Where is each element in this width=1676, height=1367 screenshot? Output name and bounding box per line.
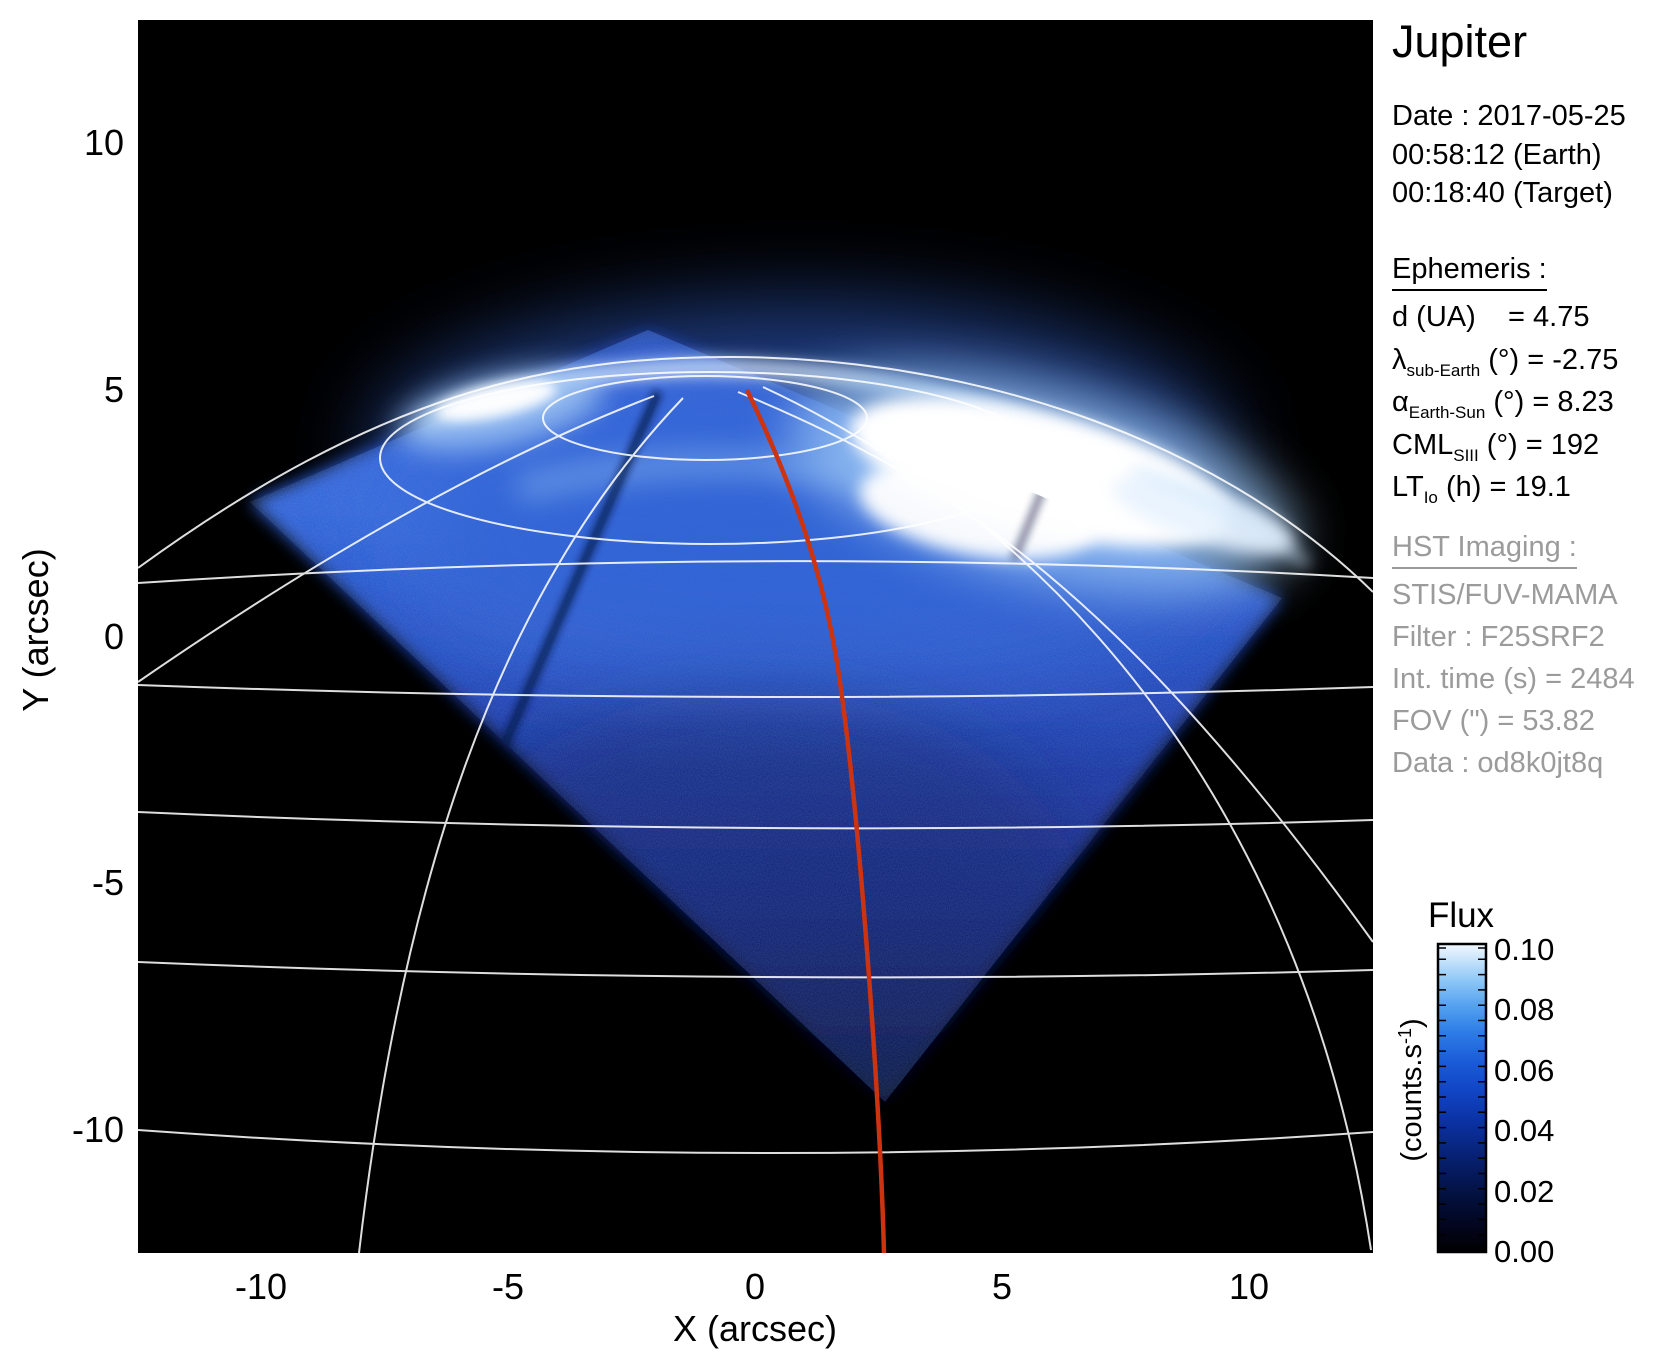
- ephemeris-row-alpha: αEarth-Sun (°) = 8.23: [1392, 386, 1614, 423]
- meridian-line: [138, 395, 655, 683]
- cml-meridian-red-line: [744, 389, 887, 1253]
- ephemeris-row-lt-io: LTIo (h) = 19.1: [1392, 471, 1571, 508]
- auroral-left-patch: [435, 380, 557, 422]
- observation-date-block: Date : 2017-05-25 00:58:12 (Earth) 00:18:4…: [1392, 97, 1626, 213]
- jupiter-aurora-scene: [138, 20, 1373, 1253]
- x-tick-10: 10: [1228, 1266, 1270, 1307]
- hst-row-int-time: Int. time (s) = 2484: [1392, 663, 1635, 695]
- colorbar-tick-000: 0.00: [1494, 1234, 1555, 1269]
- flux-colorbar: [1436, 942, 1488, 1259]
- latitude-parallel: [138, 1129, 1373, 1154]
- colorbar-tick-006: 0.06: [1494, 1053, 1555, 1088]
- hst-row-fov: FOV (") = 53.82: [1392, 705, 1595, 737]
- colorbar-minor-ticks: [1438, 947, 1486, 1236]
- meridian-line: [358, 397, 684, 1253]
- colorbar-tick-008: 0.08: [1494, 992, 1555, 1027]
- x-tick-0: 0: [744, 1266, 766, 1307]
- hst-row-filter: Filter : F25SRF2: [1392, 621, 1605, 653]
- latitude-parallel: [138, 961, 1373, 979]
- latitude-parallel: [138, 684, 1373, 699]
- ephemeris-heading: Ephemeris :: [1392, 253, 1547, 291]
- x-axis-label: X (arcsec): [672, 1308, 838, 1349]
- polar-latitude-circle: [379, 371, 1041, 545]
- target-time-line: 00:18:40 (Target): [1392, 177, 1613, 209]
- colorbar-gradient: [1436, 942, 1488, 1254]
- colorbar-unit-label: (counts.s-1): [1395, 1018, 1428, 1162]
- colorbar-tick-010: 0.10: [1494, 932, 1555, 967]
- ephemeris-row-lambda: λsub-Earth (°) = -2.75: [1392, 343, 1619, 380]
- colorbar-tick-002: 0.02: [1494, 1174, 1555, 1209]
- hst-row-data-id: Data : od8k0jt8q: [1392, 747, 1604, 779]
- y-tick-neg5: -5: [91, 862, 124, 903]
- ephemeris-table: d (UA) = 4.75 λsub-Earth (°) = -2.75 αEa…: [1392, 296, 1618, 509]
- planet-grid: [138, 355, 1373, 1253]
- meridian-line: [762, 386, 1372, 1251]
- planet-limb-arc: [138, 355, 1373, 593]
- ephemeris-row-cml: CMLSIII (°) = 192: [1392, 428, 1600, 465]
- ephemeris-row-distance: d (UA) = 4.75: [1392, 301, 1590, 333]
- y-tick-5: 5: [103, 369, 124, 410]
- page-title: Jupiter: [1392, 16, 1528, 67]
- earth-time-line: 00:58:12 (Earth): [1392, 138, 1602, 171]
- colorbar-title: Flux: [1427, 896, 1495, 935]
- y-tick-neg10: -10: [71, 1109, 124, 1150]
- x-tick-neg5: -5: [491, 1266, 524, 1307]
- jupiter-fuv-image-plot: [138, 20, 1373, 1253]
- colorbar-tick-004: 0.04: [1494, 1113, 1555, 1148]
- y-tick-10: 10: [83, 122, 124, 163]
- hst-row-instrument: STIS/FUV-MAMA: [1392, 579, 1618, 611]
- hst-imaging-table: STIS/FUV-MAMA Filter : F25SRF2 Int. time…: [1392, 574, 1635, 784]
- latitude-parallel: [138, 560, 1373, 584]
- y-axis-label: Y (arcsec): [15, 548, 56, 712]
- polar-latitude-circle: [542, 375, 868, 461]
- x-tick-5: 5: [991, 1266, 1013, 1307]
- latitude-parallel: [138, 811, 1373, 830]
- meridian-line: [737, 391, 1373, 943]
- y-tick-0: 0: [103, 616, 124, 657]
- hst-imaging-heading: HST Imaging :: [1392, 531, 1577, 569]
- x-tick-neg10: -10: [234, 1266, 288, 1307]
- date-line: Date : 2017-05-25: [1392, 100, 1626, 132]
